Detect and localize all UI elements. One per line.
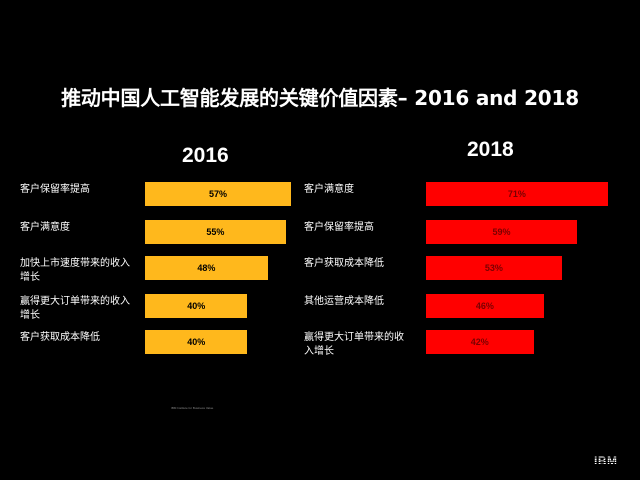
right-category-label: 客户获取成本降低: [304, 258, 384, 269]
year-2018-heading: 2018: [467, 138, 514, 161]
right-bar: [426, 294, 544, 318]
right-category-label: 客户保留率提高: [304, 222, 374, 233]
left-category-label: 客户获取成本降低: [20, 332, 100, 343]
left-bar: [145, 182, 291, 206]
right-bar-value-label: 53%: [484, 263, 503, 273]
right-category-label: 其他运营成本降低: [304, 296, 384, 307]
right-category-label: 赢得更大订单带来的收 入增长: [304, 332, 404, 357]
left-category-label: 客户满意度: [20, 222, 70, 233]
left-category-label: 加快上市速度带来的收入 增长: [20, 258, 130, 283]
year-2016-heading: 2016: [182, 144, 229, 167]
left-bar-value-label: 55%: [206, 227, 225, 237]
right-bar: [426, 182, 608, 206]
left-bar-value-label: 48%: [197, 263, 216, 273]
left-bar: [145, 220, 286, 244]
right-bar-value-label: 59%: [492, 227, 511, 237]
left-bar: [145, 294, 248, 318]
left-bar-value-label: 57%: [208, 189, 227, 199]
ibm-logo: IBM: [594, 454, 618, 468]
source-footnote: IBM Institute for Business Value: [171, 406, 214, 410]
left-bar-value-label: 40%: [187, 337, 206, 347]
left-category-label: 客户保留率提高: [20, 184, 90, 195]
right-category-label: 客户满意度: [304, 184, 354, 195]
right-bar-value-label: 42%: [470, 337, 489, 347]
right-bar-value-label: 46%: [475, 301, 494, 311]
left-bar-value-label: 40%: [187, 301, 206, 311]
left-bar: [145, 330, 248, 354]
right-bar: [426, 256, 562, 280]
right-bar-value-label: 71%: [507, 189, 526, 199]
chart-title: 推动中国人工智能发展的关键价值因素– 2016 and 2018: [61, 86, 579, 110]
right-bar: [426, 330, 534, 354]
left-category-label: 赢得更大订单带来的收入 增长: [20, 296, 130, 321]
right-bar: [426, 220, 578, 244]
left-bar: [145, 256, 268, 280]
